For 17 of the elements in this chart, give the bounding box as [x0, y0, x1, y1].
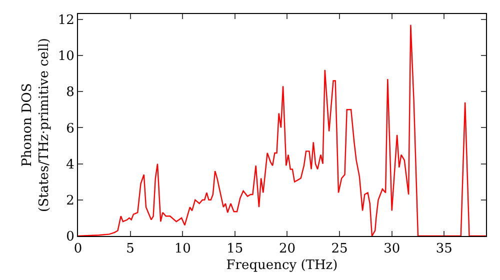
x-tick-label: 15	[226, 242, 244, 257]
x-axis-title: Frequency (THz)	[226, 258, 338, 274]
y-tick-label: 8	[66, 85, 74, 100]
x-tick-label: 35	[436, 242, 452, 257]
y-tick-label: 12	[58, 12, 74, 28]
y-tick-label: 6	[66, 121, 74, 136]
y-axis-title: Phonon DOS (States/THz·primitive cell)	[20, 38, 52, 212]
y-tick-label: 0	[66, 230, 74, 245]
y-tick-label: 4	[66, 157, 74, 172]
line-series	[78, 24, 486, 236]
y-tick-label: 10	[58, 49, 74, 64]
y-tick-label: 2	[66, 193, 74, 208]
x-tick-label: 30	[384, 242, 400, 257]
x-tick-label: 10	[174, 242, 191, 257]
x-tick-label: 5	[126, 242, 134, 257]
x-tick-label: 25	[331, 242, 348, 257]
x-tick-label: 20	[278, 242, 296, 257]
